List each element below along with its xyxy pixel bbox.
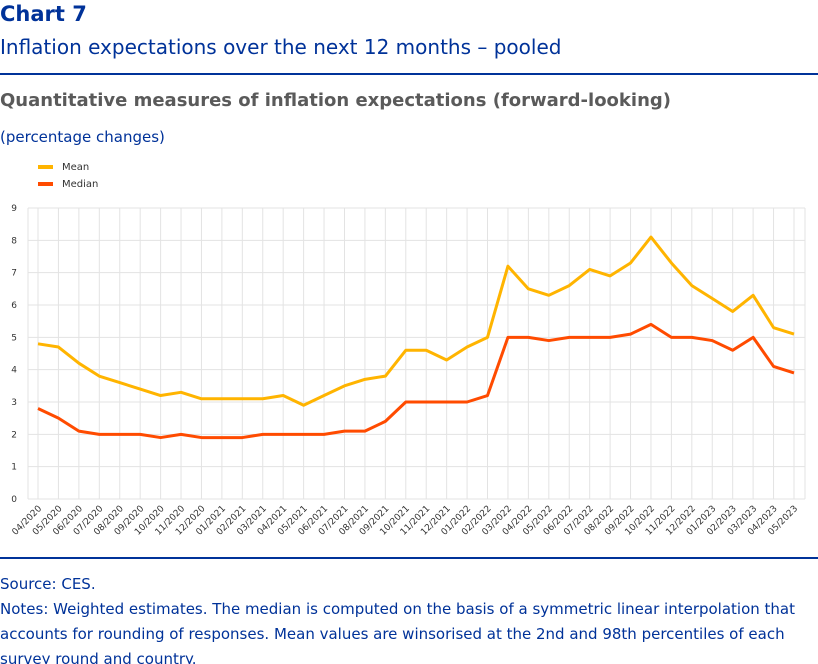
y-tick-label: 7 [11, 269, 17, 279]
main-title: Inflation expectations over the next 12 … [0, 35, 562, 59]
y-tick-label: 2 [11, 430, 17, 440]
y-tick-label: 5 [11, 333, 17, 343]
y-tick-label: 4 [11, 366, 17, 376]
series-line [37, 235, 795, 407]
chart: 012345678904/202005/202006/202007/202008… [11, 162, 806, 538]
rule [0, 557, 818, 559]
chart-label: Chart 7 [0, 2, 87, 26]
footer: Source: CES. Notes: Weighted estimates. … [0, 572, 818, 664]
rule [0, 73, 818, 75]
chart-subtitle: (percentage changes) [0, 128, 165, 146]
chart-title: Quantitative measures of inflation expec… [0, 90, 671, 111]
legend-label: Mean [62, 162, 89, 173]
notes: Notes: Weighted estimates. The median is… [0, 600, 795, 664]
source: Source: CES. [0, 575, 96, 593]
y-tick-label: 8 [11, 236, 17, 246]
y-tick-label: 1 [11, 463, 17, 473]
legend-label: Median [62, 179, 98, 190]
y-tick-label: 0 [11, 495, 17, 505]
y-tick-label: 9 [11, 204, 17, 214]
y-tick-label: 6 [11, 301, 17, 311]
series-line [37, 322, 795, 440]
y-tick-label: 3 [11, 398, 17, 408]
